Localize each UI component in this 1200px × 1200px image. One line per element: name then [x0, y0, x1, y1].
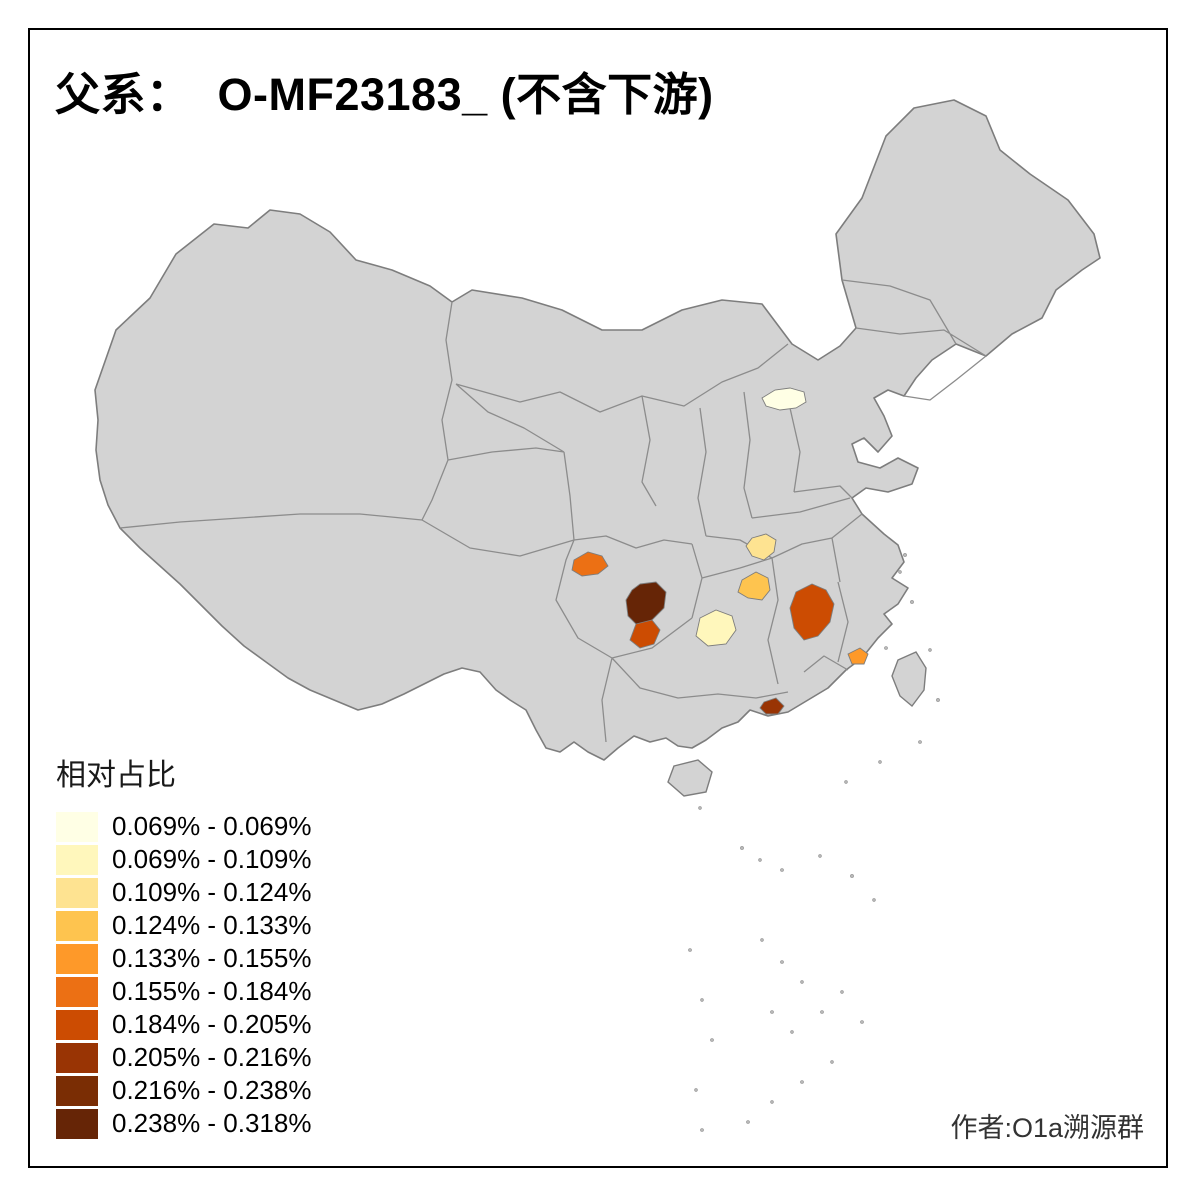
legend: 相对占比 0.069% - 0.069% 0.069% - 0.109% 0.1… [56, 750, 311, 1140]
legend-label: 0.216% - 0.238% [112, 1075, 312, 1105]
legend-label: 0.205% - 0.216% [112, 1042, 312, 1072]
region-jiangxi-fill [789, 583, 835, 641]
legend-item: 0.155% - 0.184% [56, 975, 311, 1008]
legend-label: 0.124% - 0.133% [112, 910, 312, 940]
legend-swatch [56, 910, 98, 941]
sea-islands [688, 553, 940, 1132]
province-borders [119, 279, 987, 743]
legend-item: 0.069% - 0.069% [56, 810, 311, 843]
region-sichuan-fill [571, 551, 609, 577]
legend-label: 0.069% - 0.069% [112, 811, 312, 841]
region-chongqing-south-fill [629, 619, 661, 649]
legend-label: 0.133% - 0.155% [112, 943, 312, 973]
legend-swatch [56, 877, 98, 908]
legend-swatch [56, 1009, 98, 1040]
region-guangdong-fill [759, 697, 785, 715]
legend-title: 相对占比 [56, 759, 176, 792]
page-title: 父系： O-MF23183_ (不含下游) [55, 69, 714, 120]
region-guizhou-east-fill [695, 609, 737, 647]
legend-item: 0.133% - 0.155% [56, 942, 311, 975]
legend-label: 0.109% - 0.124% [112, 877, 312, 907]
legend-label: 0.238% - 0.318% [112, 1108, 312, 1138]
legend-item: 0.238% - 0.318% [56, 1107, 311, 1140]
legend-label: 0.184% - 0.205% [112, 1009, 312, 1039]
legend-swatch [56, 976, 98, 1007]
legend-item: 0.109% - 0.124% [56, 876, 311, 909]
legend-label: 0.069% - 0.109% [112, 844, 312, 874]
legend-swatch [56, 844, 98, 875]
taiwan-island [891, 651, 927, 708]
legend-item: 0.184% - 0.205% [56, 1008, 311, 1041]
legend-swatch [56, 943, 98, 974]
legend-item: 0.205% - 0.216% [56, 1041, 311, 1074]
legend-swatch [56, 1075, 98, 1106]
author-credit: 作者:O1a溯源群 [950, 1113, 1144, 1143]
legend-item: 0.124% - 0.133% [56, 909, 311, 942]
china-landmass [94, 99, 1101, 761]
legend-swatch [56, 811, 98, 842]
legend-swatch [56, 1108, 98, 1139]
region-hubei-fill [745, 533, 777, 561]
legend-swatch [56, 1042, 98, 1073]
legend-item: 0.069% - 0.109% [56, 843, 311, 876]
legend-item: 0.216% - 0.238% [56, 1074, 311, 1107]
region-hebei-fill [761, 387, 807, 411]
legend-label: 0.155% - 0.184% [112, 976, 312, 1006]
region-hunan-north-fill [737, 571, 771, 601]
region-fujian-coast-fill [847, 647, 869, 665]
hainan-island [667, 759, 713, 797]
